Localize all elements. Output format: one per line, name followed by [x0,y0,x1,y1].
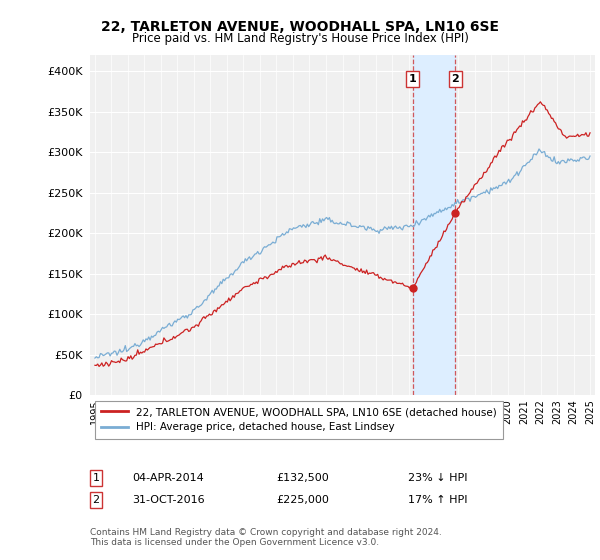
Text: 04-APR-2014: 04-APR-2014 [132,473,204,483]
Text: 31-OCT-2016: 31-OCT-2016 [132,495,205,505]
Text: 17% ↑ HPI: 17% ↑ HPI [408,495,467,505]
Text: Contains HM Land Registry data © Crown copyright and database right 2024.
This d: Contains HM Land Registry data © Crown c… [90,528,442,548]
Text: 23% ↓ HPI: 23% ↓ HPI [408,473,467,483]
Text: £225,000: £225,000 [276,495,329,505]
Legend: 22, TARLETON AVENUE, WOODHALL SPA, LN10 6SE (detached house), HPI: Average price: 22, TARLETON AVENUE, WOODHALL SPA, LN10 … [95,401,503,438]
Text: 1: 1 [409,74,416,84]
Text: 1: 1 [92,473,100,483]
Text: 2: 2 [451,74,459,84]
Text: £132,500: £132,500 [276,473,329,483]
Bar [413,55,455,395]
Text: 22, TARLETON AVENUE, WOODHALL SPA, LN10 6SE: 22, TARLETON AVENUE, WOODHALL SPA, LN10 … [101,20,499,34]
Text: Price paid vs. HM Land Registry's House Price Index (HPI): Price paid vs. HM Land Registry's House … [131,32,469,45]
Text: 2: 2 [92,495,100,505]
